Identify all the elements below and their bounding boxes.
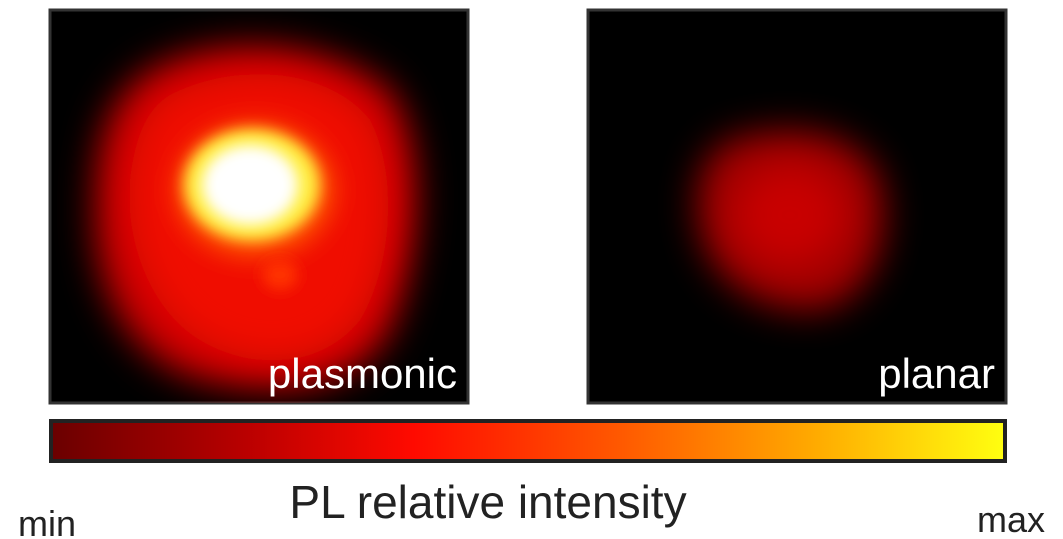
page: plasmonic planar PL relative intensity m… (0, 0, 1063, 539)
colorbar-max-label: max (977, 499, 1045, 539)
heatmap (95, 45, 417, 389)
panel-label: plasmonic (268, 350, 457, 397)
colorbar-min-label: min (18, 503, 76, 539)
colorbar (51, 421, 1005, 461)
panel-planar: planar (588, 10, 1006, 403)
figure: plasmonic planar PL relative intensity m… (0, 0, 1063, 539)
panel-plasmonic: plasmonic (50, 10, 468, 403)
panel-label: planar (878, 350, 995, 397)
colorbar-title: PL relative intensity (289, 476, 686, 528)
